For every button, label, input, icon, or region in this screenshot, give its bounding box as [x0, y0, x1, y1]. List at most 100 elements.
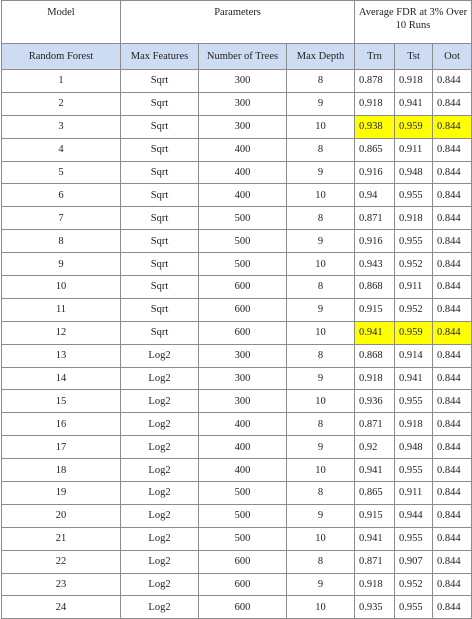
trn-cell: 0.92: [354, 435, 396, 460]
table-row: 10 Sqrt 600 8 0.868 0.911 0.844: [1, 275, 472, 299]
table-row: 8 Sqrt 500 9 0.916 0.955 0.844: [1, 229, 472, 254]
table-row: 23 Log2 600 9 0.918 0.952 0.844: [1, 572, 472, 597]
num-trees-cell: 500: [198, 526, 287, 551]
trn-cell: 0.941: [354, 458, 396, 483]
run-id-cell: 10: [1, 275, 121, 299]
num-trees-cell: 500: [198, 481, 287, 505]
num-trees-cell: 400: [198, 435, 287, 460]
tst-cell: 0.955: [394, 526, 434, 551]
trn-cell: 0.918: [354, 572, 396, 597]
max-depth-cell: 10: [285, 526, 356, 551]
trn-header: Trn: [354, 43, 396, 70]
max-features-cell: Sqrt: [120, 320, 199, 345]
max-depth-cell: 10: [285, 252, 356, 277]
trn-cell: 0.915: [354, 297, 396, 322]
max-features-cell: Log2: [120, 389, 199, 414]
parameters-header: Parameters: [119, 0, 356, 44]
tst-cell: 0.944: [394, 503, 434, 528]
trn-cell: 0.868: [354, 343, 396, 368]
trn-cell: 0.936: [354, 389, 396, 414]
table-row: 12 Sqrt 600 10 0.941 0.959 0.844: [1, 320, 472, 345]
oot-cell: 0.844: [432, 320, 472, 345]
num-trees-cell: 400: [198, 183, 287, 208]
run-id-cell: 14: [1, 366, 121, 391]
table-row: 18 Log2 400 10 0.941 0.955 0.844: [1, 458, 472, 483]
run-id-cell: 8: [1, 229, 121, 254]
run-id-cell: 6: [1, 183, 121, 208]
max-features-cell: Sqrt: [120, 275, 199, 299]
num-trees-cell: 400: [198, 160, 287, 185]
num-trees-cell: 500: [198, 229, 287, 254]
run-id-cell: 2: [1, 91, 121, 116]
max-features-cell: Log2: [120, 572, 199, 597]
num-trees-cell: 500: [198, 206, 287, 231]
table-row: 16 Log2 400 8 0.871 0.918 0.844: [1, 412, 472, 437]
oot-cell: 0.844: [432, 275, 472, 299]
max-features-cell: Sqrt: [120, 69, 199, 93]
max-depth-cell: 8: [285, 412, 356, 437]
oot-cell: 0.844: [432, 297, 472, 322]
table-row: 1 Sqrt 300 8 0.878 0.918 0.844: [1, 69, 472, 93]
max-features-cell: Log2: [120, 595, 199, 619]
tst-cell: 0.959: [394, 114, 434, 139]
run-id-cell: 17: [1, 435, 121, 460]
max-features-cell: Sqrt: [120, 252, 199, 277]
trn-cell: 0.935: [354, 595, 396, 619]
max-features-cell: Sqrt: [120, 114, 199, 139]
max-features-cell: Sqrt: [120, 137, 199, 162]
oot-cell: 0.844: [432, 412, 472, 437]
oot-cell: 0.844: [432, 229, 472, 254]
max-features-cell: Sqrt: [120, 229, 199, 254]
trn-cell: 0.865: [354, 137, 396, 162]
tst-cell: 0.918: [394, 412, 434, 437]
max-features-cell: Log2: [120, 412, 199, 437]
oot-cell: 0.844: [432, 572, 472, 597]
run-id-cell: 16: [1, 412, 121, 437]
max-features-cell: Log2: [120, 481, 199, 505]
oot-cell: 0.844: [432, 526, 472, 551]
table-row: 19 Log2 500 8 0.865 0.911 0.844: [1, 481, 472, 505]
max-depth-cell: 9: [285, 572, 356, 597]
num-trees-cell: 600: [198, 320, 287, 345]
oot-cell: 0.844: [432, 503, 472, 528]
tst-cell: 0.918: [394, 206, 434, 231]
tst-cell: 0.911: [394, 137, 434, 162]
trn-cell: 0.871: [354, 206, 396, 231]
max-depth-cell: 8: [285, 137, 356, 162]
trn-cell: 0.943: [354, 252, 396, 277]
tst-cell: 0.955: [394, 183, 434, 208]
trn-cell: 0.868: [354, 275, 396, 299]
oot-cell: 0.844: [432, 69, 472, 93]
tst-cell: 0.941: [394, 91, 434, 116]
tst-cell: 0.948: [394, 435, 434, 460]
tst-cell: 0.955: [394, 595, 434, 619]
max-depth-cell: 10: [285, 595, 356, 619]
run-id-cell: 1: [1, 69, 121, 93]
oot-cell: 0.844: [432, 595, 472, 619]
table-row: 11 Sqrt 600 9 0.915 0.952 0.844: [1, 297, 472, 322]
num-trees-cell: 600: [198, 595, 287, 619]
num-trees-cell: 300: [198, 389, 287, 414]
tst-header: Tst: [394, 43, 434, 70]
num-trees-cell: 500: [198, 503, 287, 528]
table-row: 13 Log2 300 8 0.868 0.914 0.844: [1, 343, 472, 368]
trn-cell: 0.878: [354, 69, 396, 93]
oot-cell: 0.844: [432, 252, 472, 277]
num-trees-cell: 300: [198, 91, 287, 116]
trn-cell: 0.94: [354, 183, 396, 208]
table-row: 20 Log2 500 9 0.915 0.944 0.844: [1, 503, 472, 528]
tst-cell: 0.955: [394, 458, 434, 483]
num-trees-cell: 600: [198, 297, 287, 322]
table-row: 14 Log2 300 9 0.918 0.941 0.844: [1, 366, 472, 391]
num-trees-cell: 300: [198, 114, 287, 139]
num-trees-cell: 600: [198, 275, 287, 299]
table-row: 3 Sqrt 300 10 0.938 0.959 0.844: [1, 114, 472, 139]
run-id-cell: 4: [1, 137, 121, 162]
run-id-cell: 11: [1, 297, 121, 322]
max-features-cell: Log2: [120, 458, 199, 483]
max-features-cell: Sqrt: [120, 183, 199, 208]
num-trees-cell: 400: [198, 137, 287, 162]
tst-cell: 0.911: [394, 275, 434, 299]
subheader-row: Random Forest Max Features Number of Tre…: [1, 43, 472, 70]
max-depth-cell: 9: [285, 366, 356, 391]
